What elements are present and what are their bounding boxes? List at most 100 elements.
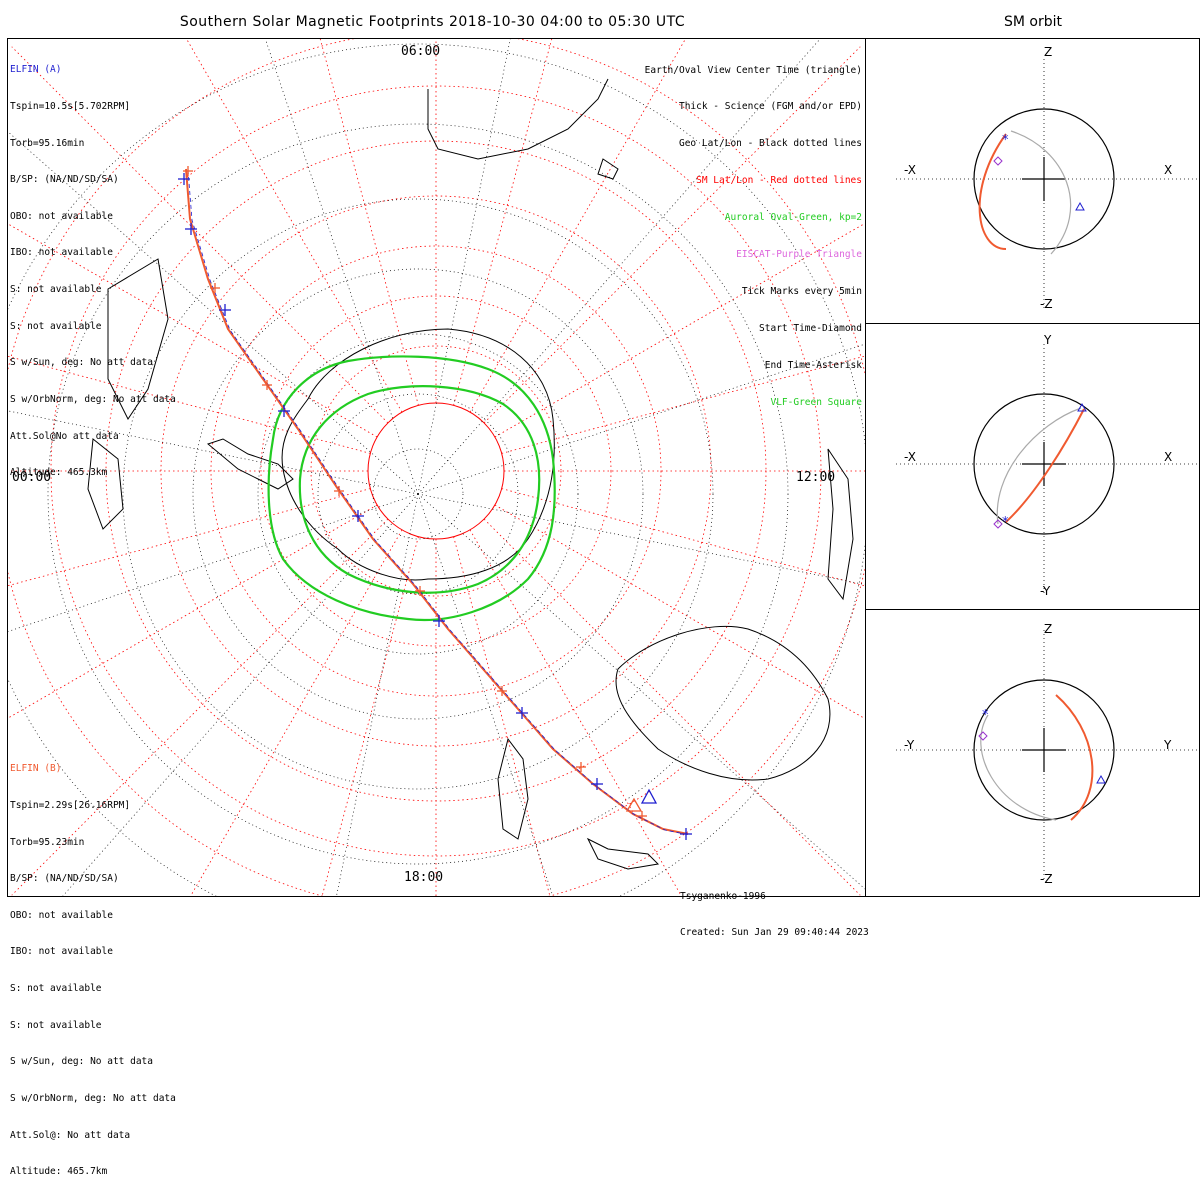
elfin-b-tick-mark <box>637 811 647 821</box>
sm-longitude-line <box>501 488 866 587</box>
view-center-triangle <box>1077 402 1087 412</box>
legend-item: Start Time-Diamond <box>759 322 862 334</box>
sm-latitude-circle <box>367 402 505 540</box>
elfin-a-center-triangle <box>640 788 658 804</box>
start-diamond <box>978 731 988 741</box>
orbit-plot-yz: * <box>896 630 1199 880</box>
elfin-b-line: Att.Sol@: No att data <box>10 1129 131 1141</box>
axis-label-bottom: -Z <box>1040 297 1053 311</box>
sm-longitude-line <box>8 223 378 438</box>
elfin-b-tick-mark <box>183 166 193 176</box>
elfin-b-name: ELFIN (B) <box>10 763 62 775</box>
sm-latitude-circle <box>210 245 662 697</box>
view-center-triangle <box>1075 201 1085 211</box>
elfin-a-line: Att.Sol@No att data <box>10 430 119 442</box>
sm-latitude-circle <box>310 345 562 597</box>
coastline <box>206 438 294 490</box>
sm-longitude-line <box>8 488 371 587</box>
elfin-b-line: S: not available <box>10 983 102 995</box>
elfin-a-info: ELFIN (A) Tspin=10.5s[5.702RPM] Torb=95.… <box>10 40 176 492</box>
coastline <box>497 737 529 840</box>
elfin-b-tick-mark <box>334 486 344 496</box>
geo-latitude-circle <box>317 393 519 595</box>
auroral-oval-inner <box>298 385 541 594</box>
sm-longitude-line <box>321 536 419 896</box>
sm-longitude-line <box>494 504 866 720</box>
sm-latitude-circle <box>160 195 712 747</box>
axis-label-left: -X <box>904 163 916 177</box>
end-asterisk: * <box>982 708 989 723</box>
elfin-b-line: Altitude: 465.7km <box>10 1166 108 1178</box>
coastline <box>107 258 169 420</box>
axis-label-right: X <box>1164 163 1173 177</box>
coastline <box>281 328 555 581</box>
elfin-a-name: ELFIN (A) <box>10 64 62 76</box>
orbit-panel-xz: * Z -Z -X X <box>865 38 1200 325</box>
geo-longitude-line <box>8 493 419 632</box>
sm-longitude-line <box>319 39 419 406</box>
geo-latitude-circle <box>47 123 789 865</box>
hour-label-right: 12:00 <box>796 470 836 485</box>
coastline <box>615 625 831 781</box>
elfin-a-tick-mark <box>178 173 190 185</box>
geo-latitude-circle <box>8 43 866 896</box>
elfin-a-line: Tspin=10.5s[5.702RPM] <box>10 101 131 113</box>
sm-longitude-line <box>11 518 389 896</box>
elfin-a-line: S: not available <box>10 284 102 296</box>
elfin-b-line: Torb=95.23min <box>10 836 85 848</box>
axis-label-bottom: -Y <box>1040 584 1051 598</box>
sm-longitude-line <box>469 39 686 413</box>
geo-latitude-circle <box>192 268 644 720</box>
legend-item: Tick Marks every 5min <box>741 285 862 297</box>
elfin-a-line: IBO: not available <box>10 247 113 259</box>
axis-label-top: Z <box>1044 622 1053 636</box>
elfin-b-line: S w/Sun, deg: No att data <box>10 1056 153 1068</box>
axis-label-left: -X <box>904 450 916 464</box>
elfin-b-line: B/SP: (NA/ND/SD/SA) <box>10 873 119 885</box>
legend: Earth/Oval View Center Time (triangle) T… <box>645 40 862 421</box>
coastline <box>827 448 854 601</box>
axis-label-top: Z <box>1044 45 1053 59</box>
plot-title: Southern Solar Magnetic Footprints 2018-… <box>179 14 686 30</box>
elfin-a-tick-mark <box>278 405 290 417</box>
elfin-a-line: S w/Sun, deg: No att data <box>10 357 153 369</box>
elfin-a-line: Altitude: 465.3km <box>10 467 108 479</box>
legend-item: End Time-Asterisk <box>764 359 862 371</box>
end-asterisk: * <box>1002 133 1009 148</box>
elfin-a-line: B/SP: (NA/ND/SD/SA) <box>10 174 119 186</box>
elfin-a-tick-mark <box>516 707 528 719</box>
hour-label-bottom: 18:00 <box>404 870 444 885</box>
earth-circle <box>973 393 1115 535</box>
elfin-b-tick-mark <box>576 762 586 772</box>
elfin-b-tick-mark <box>415 586 425 596</box>
end-asterisk: * <box>1002 515 1009 530</box>
orbit-track <box>996 407 1082 525</box>
geo-longitude-line <box>417 493 866 891</box>
sm-longitude-line <box>494 222 866 438</box>
orbit-plot-xz: * <box>896 59 1199 309</box>
axis-label-right: X <box>1164 450 1173 464</box>
axis-label-left: -Y <box>904 738 915 752</box>
legend-item: Earth/Oval View Center Time (triangle) <box>644 64 862 76</box>
elfin-a-tick-mark <box>352 510 364 522</box>
orbit-track <box>1010 130 1072 255</box>
sm-longitude-line <box>8 355 371 454</box>
geo-latitude-circle <box>372 448 464 540</box>
geo-longitude-line <box>265 39 419 495</box>
axis-label-bottom: -Z <box>1040 872 1053 886</box>
geo-latitude-circle <box>122 198 714 790</box>
geo-longitude-line <box>417 39 511 495</box>
coastline <box>597 158 619 180</box>
sm-longitude-line <box>8 504 378 719</box>
axis-label-top: Y <box>1044 333 1052 347</box>
orbit-track <box>1005 408 1085 523</box>
model-name: Tsyganenko-1996 <box>680 891 766 902</box>
view-center-triangle <box>1096 774 1106 784</box>
start-diamond <box>993 156 1003 166</box>
orbit-plot-xy: * <box>896 344 1199 594</box>
earth-circle <box>973 108 1115 250</box>
legend-item: SM Lat/Lon - Red dotted lines <box>696 175 862 187</box>
elfin-b-center-triangle <box>625 797 643 812</box>
legend-item: Thick - Science (FGM and/or EPD) <box>678 101 862 113</box>
sm-longitude-line <box>453 536 551 896</box>
